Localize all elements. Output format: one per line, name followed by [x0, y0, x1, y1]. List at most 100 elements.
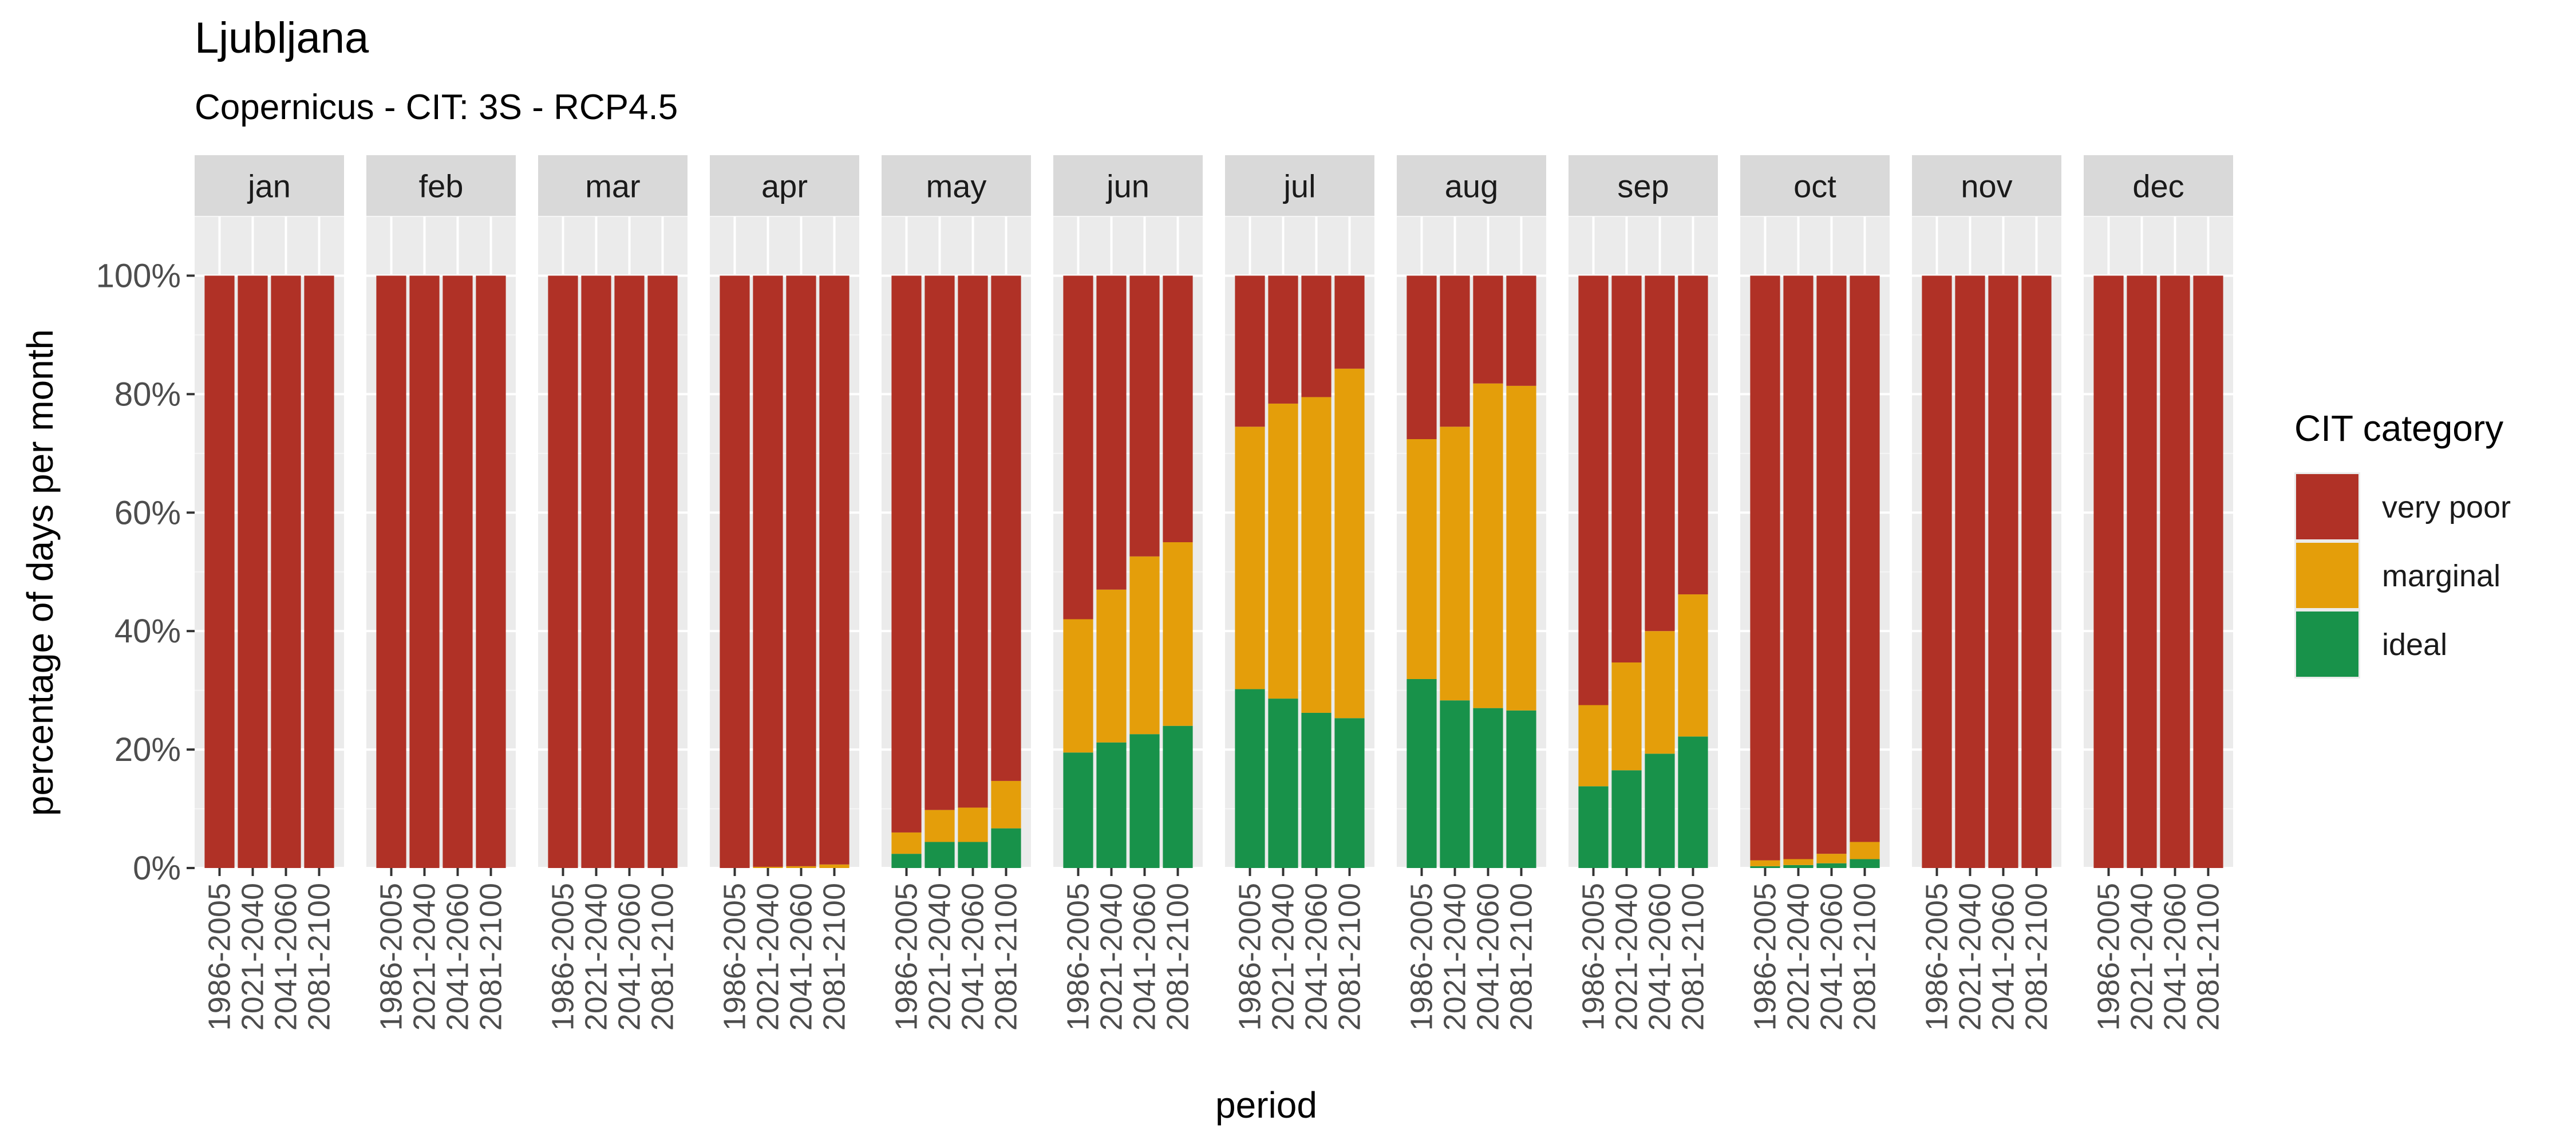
bar-nov-2081-2100-very-poor — [2021, 275, 2052, 868]
facet-strip — [366, 155, 516, 216]
x-tick-label: 2041-2060 — [956, 883, 990, 1031]
bar-aug-2021-2040-marginal — [1440, 427, 1470, 701]
x-axis-title: period — [1215, 1084, 1317, 1126]
bar-jan-2041-2060-very-poor — [271, 275, 301, 868]
bar-jul-2021-2040-very-poor — [1268, 275, 1298, 404]
bar-feb-2041-2060-very-poor — [442, 275, 473, 868]
x-tick-label: 2021-2040 — [1953, 883, 1988, 1031]
bar-may-2081-2100-marginal — [991, 780, 1021, 829]
x-tick-label: 1986-2005 — [203, 883, 237, 1031]
bar-aug-2021-2040-ideal — [1440, 700, 1470, 868]
bar-aug-2081-2100-ideal — [1506, 710, 1536, 868]
bar-jul-2081-2100-very-poor — [1334, 275, 1365, 369]
bar-sep-2041-2060-very-poor — [1645, 275, 1675, 632]
x-tick-label: 2081-2100 — [1161, 883, 1195, 1031]
bar-jun-1986-2005-marginal — [1063, 619, 1093, 753]
legend-label: marginal — [2382, 559, 2500, 593]
bar-may-2081-2100-very-poor — [991, 275, 1021, 781]
bar-jun-2041-2060-ideal — [1129, 734, 1160, 868]
facet-label: apr — [761, 168, 808, 204]
bar-jul-2081-2100-ideal — [1334, 718, 1365, 868]
bar-may-1986-2005-marginal — [891, 832, 922, 854]
facet-strip — [1740, 155, 1890, 216]
facet-strip — [1397, 155, 1546, 216]
bar-oct-1986-2005-marginal — [1750, 860, 1780, 866]
bar-feb-1986-2005-very-poor — [376, 275, 406, 868]
bar-jul-2021-2040-marginal — [1268, 403, 1298, 699]
x-tick-label: 2041-2060 — [1643, 883, 1677, 1031]
bar-oct-2021-2040-ideal — [1783, 865, 1814, 868]
facet-label: dec — [2132, 168, 2184, 204]
legend-key-marginal — [2296, 543, 2358, 608]
facet-label: oct — [1793, 168, 1836, 204]
bar-mar-1986-2005-very-poor — [548, 275, 578, 868]
x-tick-label: 2041-2060 — [1128, 883, 1162, 1031]
y-tick-label: 80% — [114, 376, 181, 413]
bar-sep-2041-2060-ideal — [1645, 754, 1675, 868]
x-tick-label: 2081-2100 — [1676, 883, 1710, 1031]
y-tick-label: 20% — [114, 731, 181, 768]
bar-aug-2041-2060-very-poor — [1473, 275, 1503, 384]
bar-oct-1986-2005-ideal — [1750, 866, 1780, 868]
facet-strip — [1225, 155, 1374, 216]
bar-sep-1986-2005-marginal — [1578, 705, 1609, 787]
bar-oct-1986-2005-very-poor — [1750, 275, 1780, 861]
x-tick-label: 2081-2100 — [474, 883, 508, 1031]
bar-nov-1986-2005-very-poor — [1922, 275, 1952, 868]
x-tick-label: 2021-2040 — [408, 883, 442, 1031]
bar-apr-2021-2040-marginal — [753, 866, 783, 868]
bar-jun-1986-2005-very-poor — [1063, 275, 1093, 620]
x-tick-label: 1986-2005 — [718, 883, 752, 1031]
bar-jul-1986-2005-very-poor — [1235, 275, 1265, 427]
facet-label: mar — [585, 168, 640, 204]
facet-label: jul — [1282, 168, 1315, 204]
bar-sep-2081-2100-very-poor — [1678, 275, 1708, 595]
bar-jun-2081-2100-marginal — [1163, 542, 1193, 726]
x-tick-label: 1986-2005 — [890, 883, 924, 1031]
x-tick-label: 2081-2100 — [989, 883, 1024, 1031]
x-tick-label: 2021-2040 — [2125, 883, 2159, 1031]
bar-feb-2081-2100-very-poor — [476, 275, 506, 868]
bar-aug-2081-2100-very-poor — [1506, 275, 1536, 386]
facet-label: jun — [1105, 168, 1149, 204]
bar-may-2021-2040-very-poor — [924, 275, 955, 810]
y-axis-title: percentage of days per month — [19, 329, 61, 816]
bar-sep-2021-2040-marginal — [1611, 662, 1642, 771]
bar-jan-2081-2100-very-poor — [304, 275, 334, 868]
facet-strip — [882, 155, 1031, 216]
x-tick-label: 2021-2040 — [923, 883, 957, 1031]
bar-jun-2081-2100-very-poor — [1163, 275, 1193, 542]
bar-aug-1986-2005-ideal — [1406, 678, 1437, 868]
bar-oct-2081-2100-very-poor — [1850, 275, 1880, 842]
bar-dec-2041-2060-very-poor — [2160, 275, 2190, 868]
bar-jul-2081-2100-marginal — [1334, 368, 1365, 719]
x-tick-label: 1986-2005 — [1061, 883, 1096, 1031]
bar-may-1986-2005-very-poor — [891, 275, 922, 833]
x-tick-label: 2041-2060 — [441, 883, 475, 1031]
bar-jul-1986-2005-marginal — [1235, 427, 1265, 689]
bar-aug-1986-2005-marginal — [1406, 439, 1437, 679]
facet-label: may — [926, 168, 987, 204]
y-tick-label: 0% — [133, 850, 181, 887]
bar-jul-2041-2060-very-poor — [1301, 275, 1332, 397]
x-tick-label: 2041-2060 — [2158, 883, 2192, 1031]
x-tick-label: 1986-2005 — [546, 883, 580, 1031]
bar-mar-2021-2040-very-poor — [581, 275, 611, 868]
facet-strip — [1912, 155, 2061, 216]
x-tick-label: 2021-2040 — [579, 883, 614, 1031]
bar-apr-2081-2100-marginal — [819, 864, 850, 868]
bar-apr-2021-2040-very-poor — [753, 275, 783, 867]
x-tick-label: 2041-2060 — [269, 883, 303, 1031]
x-tick-label: 2021-2040 — [1266, 883, 1301, 1031]
bar-apr-2041-2060-very-poor — [786, 275, 816, 866]
facet-strip — [195, 155, 344, 216]
bar-jul-2021-2040-ideal — [1268, 699, 1298, 868]
x-tick-label: 2081-2100 — [646, 883, 680, 1031]
